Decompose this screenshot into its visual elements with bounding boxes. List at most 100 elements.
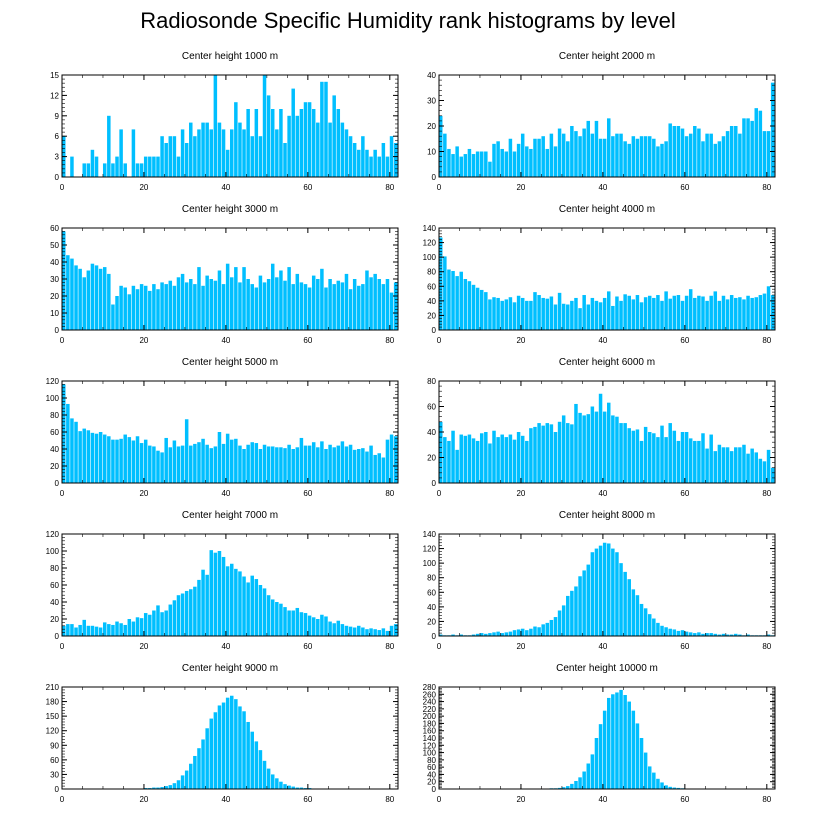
histogram-bar xyxy=(729,295,734,330)
histogram-bar xyxy=(721,447,726,483)
histogram-bar xyxy=(377,453,382,483)
histogram-bar xyxy=(492,297,496,330)
histogram-bar xyxy=(541,425,545,483)
histogram-bar xyxy=(488,299,492,330)
histogram-bar xyxy=(303,284,308,330)
histogram-bar xyxy=(234,102,238,177)
histogram-bar xyxy=(602,138,607,177)
histogram-bar xyxy=(307,102,312,177)
y-tick-label: 120 xyxy=(46,377,60,386)
histogram-bar xyxy=(688,289,693,330)
y-tick-label: 140 xyxy=(423,224,437,233)
histogram-bar xyxy=(578,576,582,636)
histogram-bar xyxy=(721,136,726,177)
x-tick-label: 0 xyxy=(437,642,442,651)
histogram-bar xyxy=(189,763,193,789)
histogram-bar xyxy=(270,774,275,789)
histogram-bar xyxy=(607,697,611,789)
x-tick-label: 40 xyxy=(598,642,607,651)
histogram-bar xyxy=(320,81,324,177)
histogram-bar xyxy=(574,586,578,636)
histogram-bar xyxy=(311,109,316,177)
y-tick-label: 0 xyxy=(432,632,437,641)
histogram-bar xyxy=(209,279,214,330)
histogram-bar xyxy=(725,131,730,177)
histogram-bar xyxy=(656,295,660,330)
histogram-bar xyxy=(439,237,443,330)
histogram-bar xyxy=(684,295,689,330)
histogram-bar xyxy=(119,438,123,483)
histogram-bar xyxy=(234,568,238,636)
histogram-bar xyxy=(553,432,558,483)
histogram-bar xyxy=(393,624,398,636)
histogram-bar xyxy=(664,291,668,330)
histogram-bar xyxy=(643,136,648,177)
histogram-bar xyxy=(316,619,320,636)
histogram-bar xyxy=(262,760,267,789)
y-tick-label: 20 xyxy=(427,311,436,320)
histogram-bar xyxy=(500,434,504,483)
histogram-bar xyxy=(320,441,324,483)
histogram-bar xyxy=(705,300,709,330)
histogram-bar xyxy=(570,424,574,483)
y-tick-label: 20 xyxy=(50,615,59,624)
histogram-bar xyxy=(369,277,373,330)
histogram-bar xyxy=(746,295,750,330)
histogram-bar xyxy=(766,449,771,483)
histogram-bar xyxy=(172,783,177,789)
y-tick-label: 260 xyxy=(423,690,437,699)
histogram-bar xyxy=(324,81,328,177)
histogram-bar xyxy=(512,439,517,483)
histogram-bar xyxy=(602,297,607,330)
histogram-bar xyxy=(213,446,218,483)
histogram-bar xyxy=(283,784,287,789)
histogram-bar xyxy=(328,444,332,483)
histogram-bar xyxy=(656,622,660,636)
histogram-bar xyxy=(172,600,177,636)
histogram-bar xyxy=(508,434,513,483)
histogram-bar xyxy=(90,432,95,483)
histogram-bar xyxy=(316,122,320,177)
histogram-bar xyxy=(746,634,750,636)
histogram-bar xyxy=(291,786,295,789)
x-tick-label: 60 xyxy=(303,489,312,498)
histogram-bar xyxy=(246,109,250,177)
y-tick-label: 20 xyxy=(427,778,436,787)
x-tick-label: 80 xyxy=(385,183,394,192)
x-tick-label: 80 xyxy=(385,795,394,804)
y-tick-label: 100 xyxy=(46,394,60,403)
histogram-bar xyxy=(78,431,82,483)
histogram-bar xyxy=(668,423,672,483)
histogram-bar xyxy=(586,414,591,483)
histogram-bar xyxy=(279,109,283,177)
histogram-bar xyxy=(328,279,332,330)
histogram-bar xyxy=(549,296,554,330)
histogram-bar xyxy=(373,629,377,636)
histogram-bar xyxy=(623,571,627,636)
histogram-bar xyxy=(361,448,365,483)
histogram-bar xyxy=(357,449,361,483)
histogram-bar xyxy=(316,279,320,330)
histogram-bar xyxy=(127,294,132,330)
x-tick-label: 20 xyxy=(516,642,525,651)
histogram-bar xyxy=(566,304,570,330)
histogram-bar xyxy=(701,633,705,636)
histogram-bar xyxy=(127,437,132,483)
x-tick-label: 20 xyxy=(139,183,148,192)
histogram-bar xyxy=(684,631,689,636)
histogram-bar xyxy=(303,445,308,483)
histogram-bar xyxy=(197,267,201,330)
histogram-bar xyxy=(242,129,246,177)
histogram-bar xyxy=(729,634,734,636)
y-tick-label: 220 xyxy=(423,705,437,714)
histogram-bar xyxy=(709,295,713,330)
histogram-bar xyxy=(611,305,615,330)
histogram-bar xyxy=(262,444,267,483)
histogram-bar xyxy=(627,143,631,177)
histogram-bar xyxy=(602,411,607,483)
histogram-bar xyxy=(529,148,533,177)
histogram-bar xyxy=(561,415,566,483)
histogram-bar xyxy=(107,115,111,177)
histogram-bar xyxy=(635,138,640,177)
histogram-bar xyxy=(623,294,627,330)
